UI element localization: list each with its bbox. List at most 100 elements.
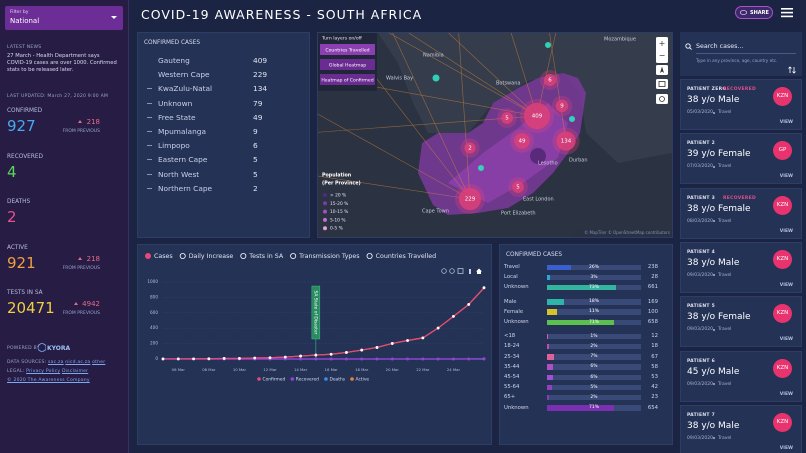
layer-button[interactable]	[320, 59, 375, 70]
bubble[interactable]	[458, 187, 482, 211]
fullscreen-button[interactable]	[656, 79, 668, 89]
copyright[interactable]: © 2020 The Awareness Company	[7, 378, 90, 383]
series-point	[360, 357, 364, 361]
map[interactable]: Mozambique Namibia Walvis Bay Botswana Lesot…	[297, 0, 672, 237]
tab-radio[interactable]	[179, 252, 186, 259]
series-point	[482, 286, 486, 290]
row-count: 12	[651, 333, 658, 340]
zoom-in-tool[interactable]	[441, 268, 447, 274]
tab-label[interactable]: Countries Travelled	[376, 253, 437, 260]
home-tool[interactable]	[476, 268, 482, 275]
stat-value: 2	[7, 208, 17, 226]
province-value: 49	[253, 112, 263, 122]
source-link[interactable]: sac.za	[48, 360, 64, 365]
legend-label: 5-10 %	[330, 217, 346, 223]
tab-label[interactable]: Cases	[154, 253, 173, 260]
pan-tool[interactable]	[469, 269, 471, 274]
share-button[interactable]: SHARE	[735, 6, 773, 19]
locate-button[interactable]	[656, 94, 668, 104]
powered-by: POWERED BY	[7, 346, 40, 351]
stat-label: CONFIRMED	[7, 108, 43, 114]
patient-card[interactable]: PATIENT ZERO RECOVERED 38 y/o Male 05/03/20…	[680, 79, 802, 130]
sort-button[interactable]	[788, 66, 796, 74]
source-link[interactable]: nicd.ac.za	[65, 360, 91, 365]
legend-label: Confirmed	[263, 377, 286, 383]
patient-card[interactable]: PATIENT 3 RECOVERED 38 y/o Female 08/03/202…	[680, 187, 802, 239]
row-count: 28	[651, 274, 658, 281]
tab-label[interactable]: Transmission Types	[298, 253, 359, 260]
patient-card[interactable]: PATIENT 6 45 y/o Male 09/03/2020 Travel KZN V…	[680, 350, 802, 402]
legend-swatch	[323, 201, 327, 206]
zoom-in[interactable]: +	[659, 39, 666, 48]
legend-swatch	[324, 377, 328, 381]
zoom-out[interactable]: −	[659, 51, 666, 60]
patient-date: 07/03/2020	[687, 164, 713, 170]
patient-card[interactable]: PATIENT 5 38 y/o Female 09/03/2020 Travel KZ…	[680, 296, 802, 348]
bar-label: 71%	[588, 405, 599, 411]
tab-label[interactable]: Daily Increase	[189, 253, 234, 260]
bubble[interactable]	[501, 112, 513, 124]
menu-button[interactable]	[781, 7, 794, 18]
tab-radio[interactable]	[240, 252, 247, 259]
last-updated: LAST UPDATED: March 27, 2020 9:00 AM	[7, 94, 109, 99]
province-badge	[773, 358, 792, 378]
province-panel: CONFIRMED CASES Gauteng 409 Western Cape 22…	[137, 32, 310, 238]
badge-label: KZN	[776, 418, 789, 425]
legal-link[interactable]: Privacy Policy	[26, 369, 61, 374]
row-label: 25-34	[504, 353, 520, 360]
legend-label: Deaths	[329, 377, 345, 383]
trend-panel: Cases Daily Increase Tests in SA Transmissi…	[137, 244, 492, 445]
row-marker	[147, 159, 152, 161]
separator-dot	[713, 220, 715, 223]
patient-date: 05/03/2020	[687, 110, 713, 115]
search-input[interactable]: Search cases...	[696, 43, 744, 50]
fullscreen-icon	[658, 81, 666, 87]
view-link[interactable]: VIEW	[779, 282, 793, 288]
zoom-out-tool[interactable]	[449, 268, 455, 274]
map-panel: Mozambique Namibia Walvis Bay Botswana Lesot…	[297, 0, 673, 238]
badge-label: GP	[778, 147, 787, 154]
stat-change: 218	[86, 118, 100, 126]
layer-label: Global Heatmap	[329, 62, 366, 68]
ray	[507, 22, 538, 117]
share-icon	[740, 10, 747, 15]
bubble[interactable]	[523, 102, 551, 130]
view-link[interactable]: VIEW	[779, 228, 793, 234]
patient-card[interactable]: PATIENT 7 38 y/o Male 09/03/2020 Travel KZN V…	[680, 404, 802, 453]
bubble-label: 9	[560, 104, 564, 110]
patient-card[interactable]: PATIENT 2 39 y/o Female 07/03/2020 Travel GP…	[680, 133, 802, 185]
view-link[interactable]: VIEW	[779, 174, 793, 180]
bubble[interactable]	[512, 181, 524, 193]
view-link[interactable]: VIEW	[779, 391, 793, 397]
patient-summary: 45 y/o Male	[687, 366, 740, 377]
tab-radio[interactable]	[145, 252, 151, 259]
view-link[interactable]: VIEW	[779, 120, 793, 125]
ray	[297, 102, 471, 200]
legal-link[interactable]: Disclaimer	[61, 369, 89, 374]
patient-card[interactable]: PATIENT 4 38 y/o Male 09/03/2020 Travel KZN V…	[680, 241, 802, 293]
layer-button[interactable]	[320, 44, 375, 55]
bar-track	[547, 274, 641, 281]
bubble[interactable]	[555, 99, 569, 113]
view-link[interactable]: VIEW	[779, 445, 793, 451]
bubble[interactable]	[544, 74, 556, 86]
row-count: 169	[647, 298, 658, 305]
bubble[interactable]	[514, 133, 530, 149]
legend-swatch	[350, 377, 354, 381]
y-tick-label: 200	[150, 341, 158, 346]
menu-bar	[781, 8, 793, 10]
series-line	[163, 287, 485, 360]
annotation: SA State of Disaster	[312, 290, 318, 334]
source-link[interactable]: other	[92, 360, 106, 365]
filter-dropdown[interactable]: Filter by National	[5, 6, 123, 30]
patient-summary: 38 y/o Male	[687, 95, 740, 105]
bubble[interactable]	[464, 142, 476, 154]
layer-button[interactable]	[320, 74, 375, 85]
view-link[interactable]: VIEW	[779, 337, 793, 343]
tab-radio[interactable]	[290, 252, 297, 259]
bubble[interactable]	[556, 131, 576, 151]
patient-transmission: Travel	[718, 110, 732, 115]
tab-label[interactable]: Tests in SA	[248, 253, 284, 260]
tab-radio[interactable]	[366, 252, 373, 259]
select-tool[interactable]	[457, 268, 464, 274]
